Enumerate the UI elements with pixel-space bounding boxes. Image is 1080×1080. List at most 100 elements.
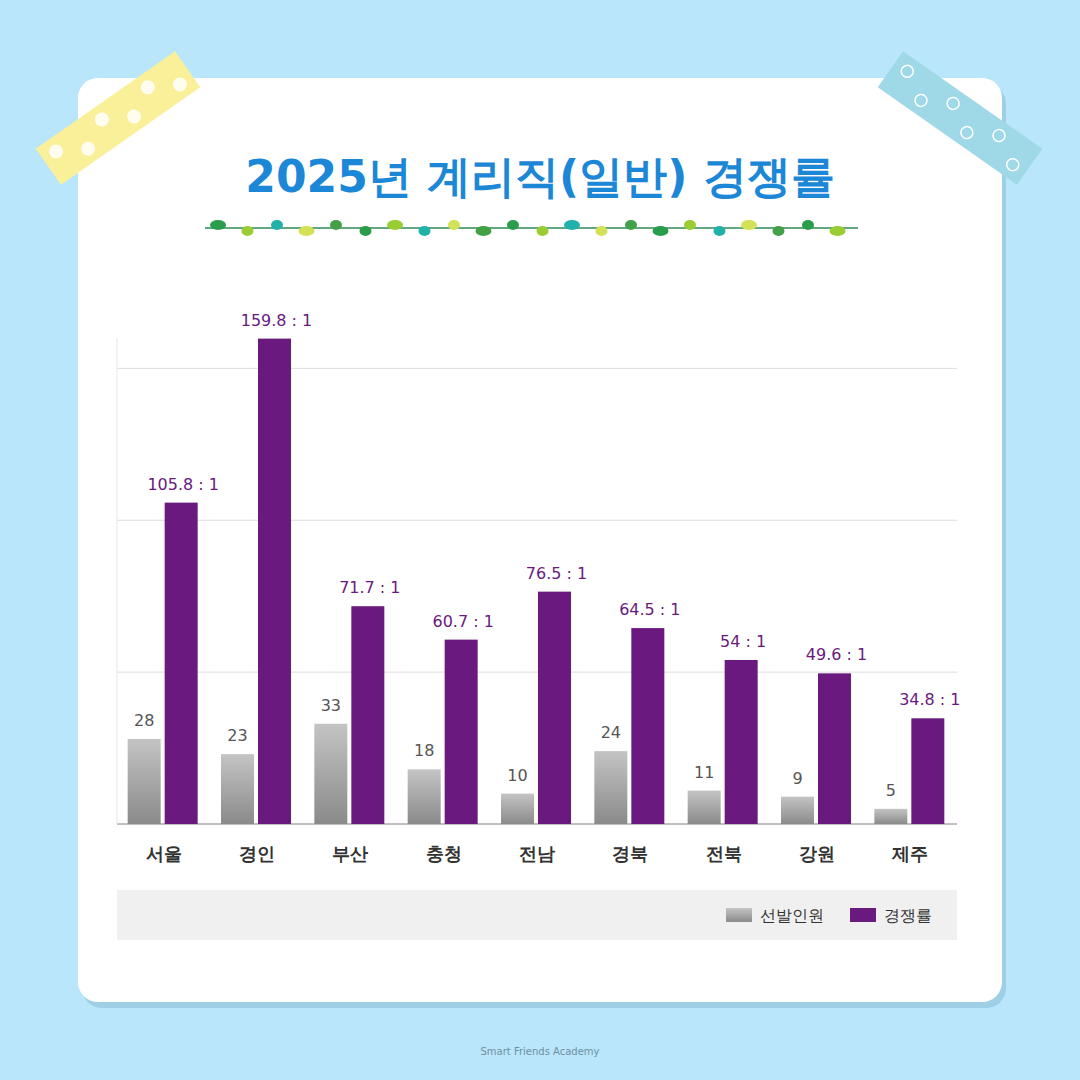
bar <box>408 769 441 824</box>
legend: 선발인원 경쟁률 <box>726 906 932 925</box>
bar <box>688 791 721 824</box>
tape-star <box>899 63 916 80</box>
tape-flower <box>170 75 189 94</box>
tape-flower <box>46 142 65 161</box>
bar <box>314 724 347 824</box>
legend-label: 선발인원 <box>760 906 824 925</box>
legend-swatch <box>726 908 752 922</box>
vine-leaf <box>476 226 492 236</box>
x-tick-label: 전남 <box>519 843 555 864</box>
x-tick-label: 경인 <box>239 843 275 864</box>
bar <box>258 339 291 824</box>
data-label: 10 <box>507 766 527 785</box>
legend-band <box>117 890 957 940</box>
vine-leaf <box>684 220 696 230</box>
vine-leaf <box>714 226 726 236</box>
vine-leaf <box>507 220 519 230</box>
tape-body <box>36 51 200 185</box>
data-label: 24 <box>601 723 621 742</box>
x-tick-label: 강원 <box>799 843 835 864</box>
grid-line <box>117 672 957 673</box>
bar <box>874 809 907 824</box>
title: 2025년 계리직(일반) 경쟁률 <box>245 151 834 202</box>
bar <box>631 628 664 824</box>
data-label: 28 <box>134 711 154 730</box>
footer-logo-text: Smart Friends Academy <box>480 1046 599 1057</box>
card <box>78 78 1002 1002</box>
tape-flower <box>124 107 143 126</box>
data-label: 18 <box>414 741 434 760</box>
bar <box>501 794 534 824</box>
data-labels: 28 23 33 18 10 24 11 9 5 105.8 : 1 159.8 : 1 71.7 :… <box>134 311 961 800</box>
data-label: 23 <box>227 726 247 745</box>
data-label: 60.7 : 1 <box>432 612 493 631</box>
tape-body <box>878 51 1042 185</box>
data-label: 5 <box>886 781 896 800</box>
vine-leaf <box>387 220 403 230</box>
grid-line <box>117 520 957 521</box>
bar <box>725 660 758 824</box>
x-tick-label: 부산 <box>332 843 368 864</box>
vine-leaf <box>271 220 283 230</box>
vine-leaf <box>448 220 460 230</box>
vine-leaf <box>625 220 637 230</box>
bar <box>445 640 478 824</box>
tape-flower <box>92 110 111 129</box>
bar <box>128 739 161 824</box>
vine-leaf <box>802 220 814 230</box>
tape-star <box>913 92 930 109</box>
x-tick-label: 경북 <box>612 843 648 864</box>
bars <box>128 339 945 824</box>
vine-leaf <box>773 226 785 236</box>
bar <box>911 718 944 824</box>
legend-label: 경쟁률 <box>884 906 932 925</box>
grid-line <box>117 368 957 369</box>
x-tick-label: 서울 <box>146 843 182 864</box>
y-axis-line <box>117 338 118 824</box>
data-label: 34.8 : 1 <box>899 690 960 709</box>
bar <box>538 592 571 824</box>
background <box>0 0 1080 1080</box>
vine-leaf <box>330 220 342 230</box>
vine-leaf <box>299 226 315 236</box>
data-label: 9 <box>792 769 802 788</box>
tape-flower <box>138 78 157 97</box>
x-tick-label: 전북 <box>706 843 742 864</box>
data-label: 33 <box>321 696 341 715</box>
vine-leaf <box>741 220 757 230</box>
tape <box>36 51 200 185</box>
bar <box>351 606 384 824</box>
bar <box>781 797 814 824</box>
vine-leaf <box>830 226 846 236</box>
vine-leaf <box>653 226 669 236</box>
x-tick-label: 제주 <box>891 843 928 864</box>
data-label: 105.8 : 1 <box>147 475 219 494</box>
vine-leaf <box>242 226 254 236</box>
x-tick-label: 충청 <box>426 843 462 864</box>
bar <box>594 751 627 824</box>
legend-swatch <box>850 908 876 922</box>
vine-leaf <box>537 226 549 236</box>
data-label: 71.7 : 1 <box>339 578 400 597</box>
vine-leaf <box>419 226 431 236</box>
canvas: 2025년 계리직(일반) 경쟁률 28 23 33 18 10 24 11 9 5 105.8 :… <box>0 0 1080 1080</box>
vine-leaf <box>360 226 372 236</box>
vine-leaf <box>596 226 608 236</box>
vine-leaf <box>564 220 580 230</box>
data-label: 11 <box>694 763 714 782</box>
data-label: 54 : 1 <box>720 632 766 651</box>
tape <box>878 51 1042 185</box>
data-label: 49.6 : 1 <box>806 645 867 664</box>
bar <box>165 503 198 824</box>
vine-leaf <box>210 220 226 230</box>
data-label: 76.5 : 1 <box>526 564 587 583</box>
bar <box>818 673 851 824</box>
tape-star <box>1004 156 1021 173</box>
tape-star <box>959 124 976 141</box>
data-label: 159.8 : 1 <box>241 311 313 330</box>
tape-star <box>991 127 1008 144</box>
bar <box>221 754 254 824</box>
tape-star <box>945 95 962 112</box>
tape-flower <box>78 139 97 158</box>
data-label: 64.5 : 1 <box>619 600 680 619</box>
